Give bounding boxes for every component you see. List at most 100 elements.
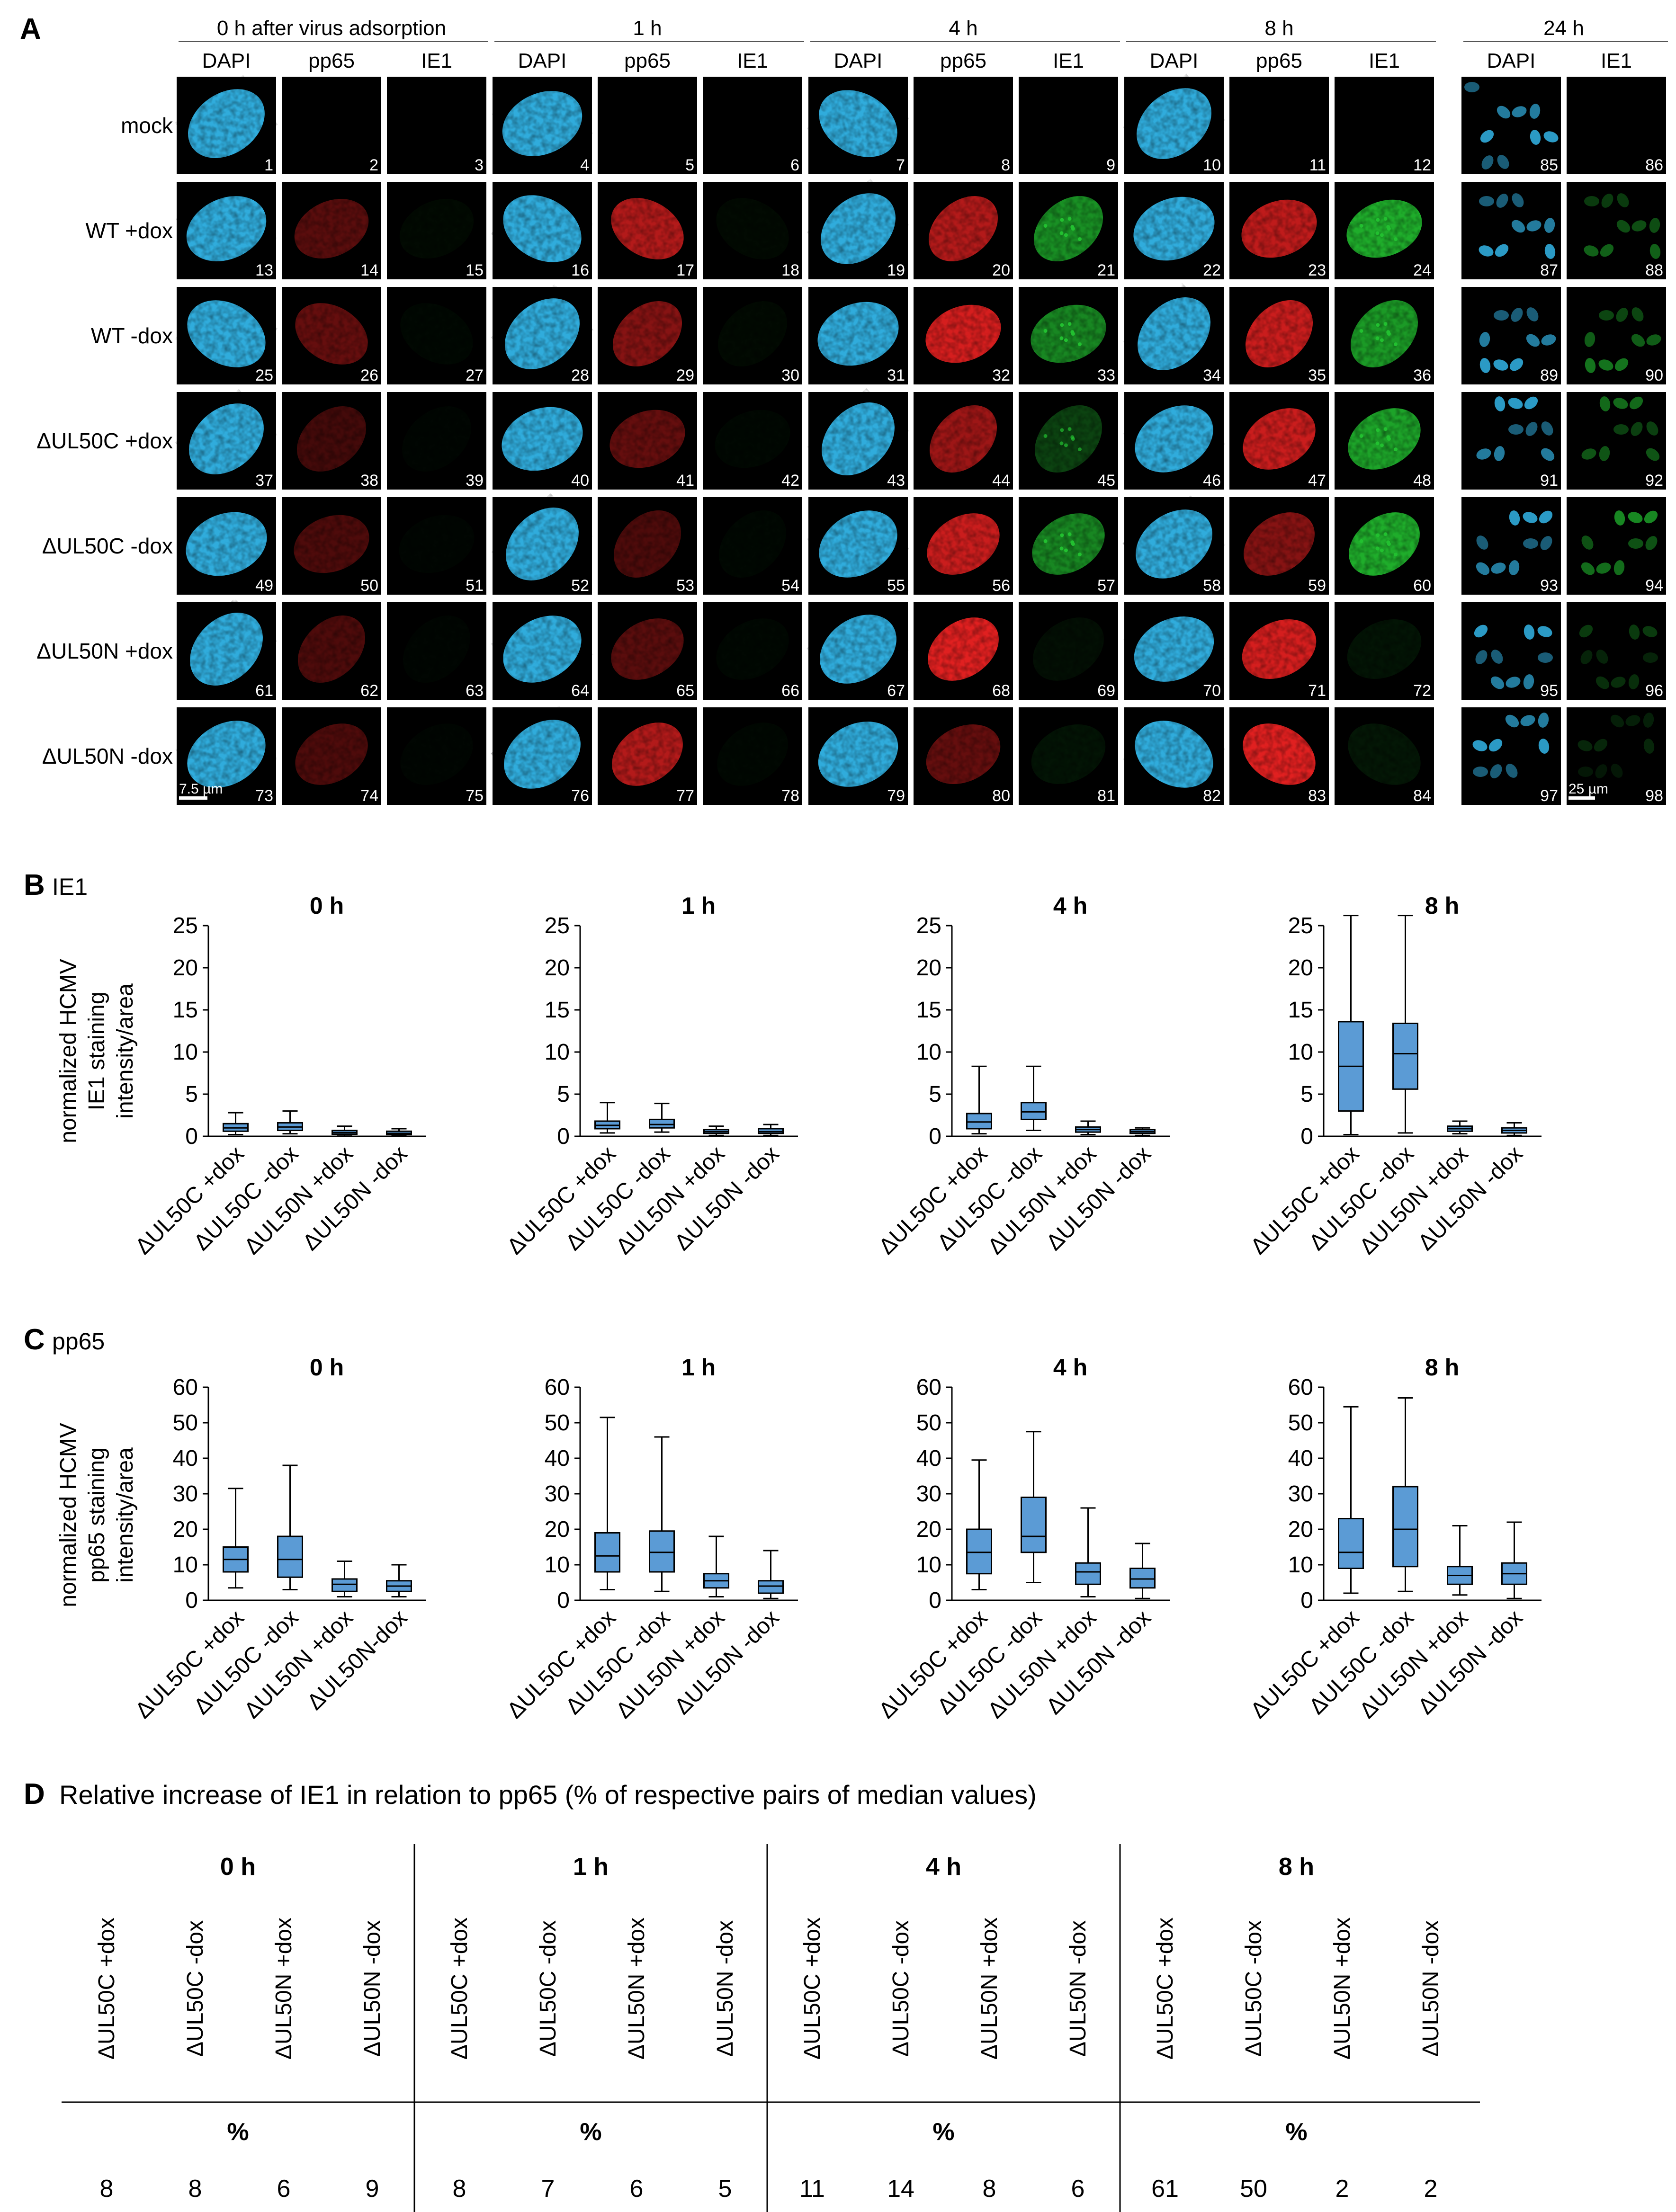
box-body xyxy=(649,1530,675,1573)
micrograph-tile: 43 xyxy=(808,392,908,490)
box xyxy=(223,1488,249,1589)
field-nucleus xyxy=(1509,358,1524,371)
nuclear-dot xyxy=(1393,342,1398,347)
field-nucleus xyxy=(1613,424,1629,435)
tile-number: 85 xyxy=(1540,156,1558,174)
tile-background xyxy=(282,77,381,174)
tile-number: 38 xyxy=(360,472,378,490)
table-value: 8 xyxy=(100,2175,114,2203)
micrograph-tile: 23 xyxy=(1229,182,1329,279)
y-tick-label: 30 xyxy=(1288,1481,1313,1507)
box-body xyxy=(966,1528,992,1575)
row-label: ΔUL50N -dox xyxy=(42,744,173,768)
field-nucleus xyxy=(1476,562,1490,575)
nuclear-dot xyxy=(1070,435,1075,439)
field-nucleus xyxy=(1646,448,1660,461)
y-tick-label: 30 xyxy=(173,1481,198,1507)
micrograph-tile: 51 xyxy=(387,497,486,595)
tile-number: 35 xyxy=(1308,366,1326,384)
micrograph-tile-24h: 97 xyxy=(1461,707,1561,805)
nuclear-dot xyxy=(1376,218,1380,222)
micrograph-tile: 77 xyxy=(598,707,697,805)
field-nucleus xyxy=(1537,626,1552,637)
field-nucleus xyxy=(1646,421,1658,436)
tile-number: 61 xyxy=(255,682,273,700)
field-nucleus xyxy=(1544,218,1555,233)
micrograph-tile: 11 xyxy=(1229,77,1329,174)
tile-number: 90 xyxy=(1645,366,1663,384)
tile-background xyxy=(1461,182,1561,279)
tile-number: 57 xyxy=(1097,577,1115,595)
field-nucleus xyxy=(1497,106,1511,119)
tile-number: 73 xyxy=(255,787,273,805)
micrograph-tile: 18 xyxy=(703,182,802,279)
y-tick-label: 5 xyxy=(557,1082,570,1107)
field-nucleus xyxy=(1599,396,1611,411)
column-label: ΔUL50N +dox xyxy=(977,1918,1002,2060)
nucleus-texture xyxy=(505,298,580,369)
micrograph-tile: 26 xyxy=(282,287,381,384)
field-nucleus xyxy=(1642,626,1658,637)
y-tick-label: 10 xyxy=(173,1040,198,1065)
tile-number: 27 xyxy=(466,366,484,384)
micrograph-tile: 4 xyxy=(493,77,592,174)
tile-number: 91 xyxy=(1540,472,1558,490)
y-tick-label: 10 xyxy=(545,1552,570,1578)
column-label: ΔUL50C -dox xyxy=(1241,1920,1266,2057)
tile-number: 94 xyxy=(1645,577,1663,595)
micrograph-tile: 15 xyxy=(387,182,486,279)
box xyxy=(277,1110,303,1135)
nuclear-dot xyxy=(1067,427,1072,431)
micrograph-tile: 2 xyxy=(282,77,381,174)
tile-background xyxy=(914,77,1013,174)
tile-number: 43 xyxy=(887,472,905,490)
box xyxy=(1075,1507,1101,1597)
micrograph-tile: 17 xyxy=(598,182,697,279)
field-nucleus xyxy=(1505,714,1519,728)
nuclear-dot xyxy=(1359,223,1363,228)
scale-bar-label: 7.5 µm xyxy=(179,781,223,797)
field-nucleus xyxy=(1596,650,1608,664)
tile-number: 98 xyxy=(1645,787,1663,805)
field-nucleus xyxy=(1644,510,1658,524)
nuclear-dot xyxy=(1383,322,1388,326)
field-nucleus xyxy=(1473,767,1488,777)
y-tick-label: 10 xyxy=(1288,1040,1313,1065)
tile-number: 97 xyxy=(1540,787,1558,805)
nucleus-texture xyxy=(1347,619,1422,679)
micrograph-tile-24h: 95 xyxy=(1461,602,1561,700)
box-body xyxy=(277,1535,303,1578)
nuclear-dot xyxy=(1059,231,1064,235)
tile-background xyxy=(387,77,486,174)
nuclear-dot xyxy=(1380,443,1384,447)
nuclear-dot xyxy=(1359,329,1363,333)
nucleus-texture xyxy=(190,613,263,686)
stain-header: IE1 xyxy=(737,49,768,72)
micrograph-tile: 81 xyxy=(1019,707,1118,805)
micrograph-tile-24h: 96 xyxy=(1567,602,1666,700)
nuclear-dot xyxy=(1064,338,1068,342)
tile-background xyxy=(1567,602,1666,700)
nucleus-texture xyxy=(927,513,1000,575)
tile-number: 95 xyxy=(1540,682,1558,700)
nuclear-dot xyxy=(1077,342,1082,347)
group-header: 0 h xyxy=(220,1853,256,1881)
y-tick-label: 50 xyxy=(545,1410,570,1436)
micrograph-tile: 72 xyxy=(1335,602,1434,700)
time-header: 4 h xyxy=(949,17,977,40)
nuclear-dot xyxy=(1375,441,1380,446)
nucleus-texture xyxy=(925,304,1001,363)
field-nucleus xyxy=(1616,308,1628,322)
field-nucleus xyxy=(1526,220,1542,232)
table-value: 8 xyxy=(983,2175,996,2203)
micrograph-tile: 6 xyxy=(703,77,802,174)
column-label: ΔUL50C +dox xyxy=(800,1918,825,2060)
field-nucleus xyxy=(1526,307,1539,321)
nucleus-texture xyxy=(403,615,471,683)
nuclear-dot xyxy=(1383,532,1388,536)
tile-number: 31 xyxy=(887,366,905,384)
y-tick-label: 50 xyxy=(173,1410,198,1436)
chart-title: 1 h xyxy=(681,892,716,919)
nuclear-dot xyxy=(1359,434,1363,438)
